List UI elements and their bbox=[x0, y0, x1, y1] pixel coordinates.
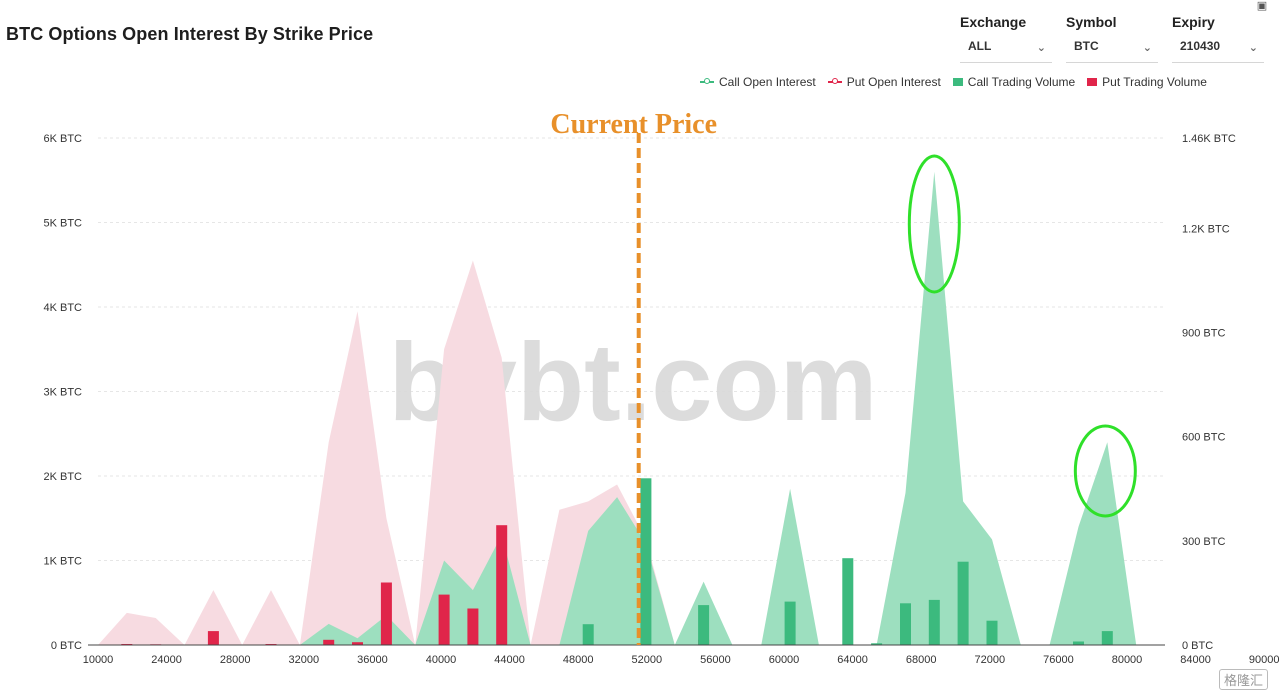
call-volume-bar bbox=[784, 601, 796, 645]
x-axis-tick: 56000 bbox=[700, 654, 731, 666]
camera-icon[interactable]: ▣ bbox=[1256, 0, 1268, 12]
call-volume-bar bbox=[1101, 631, 1113, 645]
x-axis-tick: 60000 bbox=[769, 654, 800, 666]
legend-label: Call Trading Volume bbox=[967, 75, 1076, 89]
x-axis-tick: 90000 bbox=[1249, 654, 1280, 666]
corner-watermark: 格隆汇 bbox=[1218, 669, 1268, 690]
x-axis-tick: 28000 bbox=[220, 654, 251, 666]
symbol-filter[interactable]: Symbol BTC ⌄ bbox=[1066, 14, 1158, 63]
highlight-circle bbox=[1073, 424, 1137, 518]
x-axis-tick: 76000 bbox=[1043, 654, 1074, 666]
left-axis-tick: 3K BTC bbox=[43, 387, 82, 399]
legend-item-put-volume[interactable]: Put Trading Volume bbox=[1087, 75, 1207, 89]
x-axis-tick: 84000 bbox=[1180, 654, 1211, 666]
right-axis-tick: 600 BTC bbox=[1182, 432, 1225, 444]
legend-label: Put Open Interest bbox=[846, 75, 941, 89]
chart-legend: Call Open Interest Put Open Interest Cal… bbox=[700, 75, 1207, 89]
call-volume-bar bbox=[986, 620, 998, 645]
right-axis-tick: 900 BTC bbox=[1182, 327, 1225, 339]
left-axis-tick: 1K BTC bbox=[43, 556, 82, 568]
call-volume-bar bbox=[1073, 641, 1084, 645]
call-volume-bar bbox=[957, 561, 969, 645]
chart-title: BTC Options Open Interest By Strike Pric… bbox=[6, 24, 374, 44]
put-volume-bar bbox=[380, 582, 392, 645]
line-swatch-icon bbox=[700, 78, 714, 84]
right-axis-tick: 1.2K BTC bbox=[1182, 223, 1230, 235]
left-axis-tick: 6K BTC bbox=[43, 133, 82, 145]
right-axis-tick: 300 BTC bbox=[1182, 536, 1225, 548]
exchange-label: Exchange bbox=[960, 14, 1027, 30]
x-axis-tick: 64000 bbox=[837, 654, 868, 666]
expiry-label: Expiry bbox=[1172, 14, 1215, 30]
x-axis-tick: 36000 bbox=[357, 654, 388, 666]
put-volume-bar bbox=[467, 608, 479, 645]
exchange-value: ALL bbox=[968, 39, 992, 53]
call-open-interest-area bbox=[98, 171, 1165, 646]
legend-item-put-oi[interactable]: Put Open Interest bbox=[827, 75, 941, 89]
put-volume-bar bbox=[438, 594, 450, 645]
call-volume-bar bbox=[842, 558, 854, 645]
right-axis-tick: 1.46K BTC bbox=[1182, 133, 1236, 145]
call-volume-bar bbox=[698, 605, 710, 645]
current-price-label: Current Price bbox=[550, 109, 717, 140]
x-axis-tick: 44000 bbox=[494, 654, 525, 666]
legend-item-call-volume[interactable]: Call Trading Volume bbox=[952, 75, 1076, 89]
exchange-select[interactable]: ALL ⌄ bbox=[960, 36, 1052, 63]
put-volume-bar bbox=[352, 642, 363, 645]
rect-swatch-icon bbox=[952, 78, 963, 86]
chevron-down-icon[interactable]: ⌄ bbox=[1142, 42, 1152, 54]
x-axis-tick: 72000 bbox=[975, 654, 1006, 666]
call-volume-bar bbox=[582, 624, 594, 645]
call-volume-bar bbox=[900, 603, 911, 645]
expiry-filter[interactable]: Expiry 210430 ⌄ bbox=[1172, 14, 1264, 63]
x-axis-tick: 52000 bbox=[632, 654, 663, 666]
x-axis-tick: 32000 bbox=[289, 654, 320, 666]
call-volume-bar bbox=[871, 643, 883, 645]
x-axis-tick: 80000 bbox=[1112, 654, 1143, 666]
symbol-value: BTC bbox=[1074, 39, 1099, 53]
left-axis-tick: 4K BTC bbox=[43, 302, 82, 314]
left-axis-tick: 0 BTC bbox=[51, 640, 82, 652]
put-volume-bar bbox=[323, 639, 335, 645]
line-swatch-icon bbox=[827, 78, 842, 84]
right-axis-tick: 0 BTC bbox=[1182, 640, 1213, 652]
x-axis-tick: 10000 bbox=[83, 654, 114, 666]
left-axis-tick: 5K BTC bbox=[43, 218, 82, 230]
legend-label: Put Trading Volume bbox=[1102, 75, 1207, 89]
put-open-interest-area bbox=[98, 260, 1165, 645]
symbol-select[interactable]: BTC ⌄ bbox=[1066, 36, 1158, 63]
expiry-value: 210430 bbox=[1180, 39, 1221, 53]
chevron-down-icon[interactable]: ⌄ bbox=[1036, 42, 1046, 54]
left-axis-tick: 2K BTC bbox=[43, 471, 82, 483]
highlight-circle bbox=[907, 154, 961, 294]
symbol-label: Symbol bbox=[1066, 14, 1117, 30]
x-axis-tick: 40000 bbox=[426, 654, 457, 666]
chevron-down-icon[interactable]: ⌄ bbox=[1248, 42, 1258, 54]
rect-swatch-icon bbox=[1087, 78, 1098, 86]
legend-label: Call Open Interest bbox=[719, 75, 816, 89]
legend-item-call-oi[interactable]: Call Open Interest bbox=[700, 75, 816, 89]
call-volume-bar bbox=[640, 478, 652, 645]
put-volume-bar bbox=[207, 631, 219, 645]
x-axis-tick: 48000 bbox=[563, 654, 594, 666]
expiry-select[interactable]: 210430 ⌄ bbox=[1172, 36, 1264, 63]
x-axis-tick: 68000 bbox=[906, 654, 937, 666]
call-volume-bar bbox=[928, 599, 940, 645]
x-axis-tick: 24000 bbox=[151, 654, 182, 666]
put-volume-bar bbox=[496, 525, 508, 645]
exchange-filter[interactable]: Exchange ALL ⌄ bbox=[960, 14, 1052, 63]
